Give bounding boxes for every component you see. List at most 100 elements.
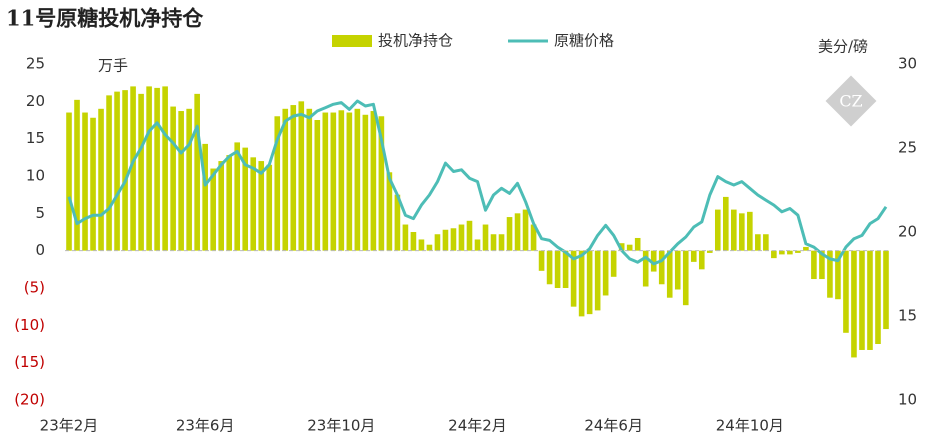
bar xyxy=(875,250,881,344)
bar xyxy=(674,250,681,290)
bar xyxy=(698,250,705,270)
y-tick-label: (5) xyxy=(24,279,45,297)
legend-swatch xyxy=(332,35,372,47)
bar xyxy=(282,108,289,251)
y-tick-label: 10 xyxy=(26,167,45,185)
bar xyxy=(210,168,216,251)
bar xyxy=(266,164,273,251)
bar xyxy=(194,93,200,251)
bar xyxy=(378,116,385,251)
bar xyxy=(562,250,569,288)
bar xyxy=(642,250,649,287)
bar xyxy=(546,250,553,285)
x-tick-label: 24年6月 xyxy=(584,417,643,435)
bar xyxy=(498,234,505,251)
bar xyxy=(98,108,104,251)
bar xyxy=(787,250,793,255)
y2-tick-label: 15 xyxy=(898,307,917,325)
bar xyxy=(474,239,481,251)
y2-tick-label: 20 xyxy=(898,223,917,241)
bar xyxy=(258,161,265,251)
bar xyxy=(362,114,369,251)
bar xyxy=(90,117,96,251)
bar xyxy=(138,93,144,251)
bar xyxy=(706,250,713,253)
bar xyxy=(170,106,176,251)
bar xyxy=(522,209,529,251)
bar xyxy=(666,250,673,298)
bar xyxy=(298,101,305,251)
y2-tick-label: 10 xyxy=(898,391,917,409)
bar xyxy=(426,244,433,251)
legend-label: 原糖价格 xyxy=(554,32,614,50)
bar xyxy=(458,224,465,251)
bar xyxy=(626,244,633,251)
logo: CZ xyxy=(825,75,877,127)
bar xyxy=(482,224,489,251)
bar xyxy=(330,112,337,251)
bar xyxy=(314,120,321,251)
bar xyxy=(386,172,393,251)
y-tick-label: 15 xyxy=(26,129,45,147)
bar xyxy=(82,112,88,251)
bar xyxy=(242,147,249,251)
bar xyxy=(586,250,593,315)
bar xyxy=(803,246,809,251)
bar xyxy=(763,234,769,251)
y-tick-label: 20 xyxy=(26,92,45,110)
bar xyxy=(883,250,889,330)
bar xyxy=(682,250,689,306)
bar xyxy=(442,229,449,251)
bar xyxy=(234,142,241,251)
bar xyxy=(338,110,345,251)
bar xyxy=(402,224,409,251)
bar xyxy=(322,112,329,251)
bar xyxy=(226,155,233,251)
y-tick-label: 25 xyxy=(26,55,45,73)
bar xyxy=(466,220,473,251)
y-tick-label: 5 xyxy=(35,204,45,222)
bar xyxy=(594,250,601,311)
bar xyxy=(731,209,737,251)
bar xyxy=(418,239,425,251)
bar xyxy=(346,112,353,251)
y-tick-label: (15) xyxy=(14,353,45,371)
logo-text: CZ xyxy=(839,92,862,111)
bar xyxy=(162,86,168,251)
bar xyxy=(434,234,441,251)
price-line xyxy=(67,99,888,266)
bar xyxy=(154,87,160,251)
bar xyxy=(610,250,617,277)
bar xyxy=(650,250,657,272)
bar xyxy=(178,111,184,251)
bar xyxy=(122,90,128,251)
bar xyxy=(146,86,152,251)
y-tick-label: (10) xyxy=(14,316,45,334)
bar xyxy=(690,250,697,262)
bar xyxy=(490,234,497,251)
bar xyxy=(835,250,841,300)
bar xyxy=(106,95,112,251)
bar xyxy=(739,213,745,251)
y-tick-label: 0 xyxy=(35,241,45,259)
bar xyxy=(795,250,801,253)
bar xyxy=(602,250,609,296)
bar xyxy=(618,243,625,251)
bar xyxy=(771,250,777,259)
y2-tick-label: 30 xyxy=(898,55,917,73)
bar xyxy=(130,86,136,251)
bar xyxy=(274,116,281,251)
bar xyxy=(114,91,120,251)
bar xyxy=(410,232,417,251)
bar xyxy=(851,250,857,358)
bar xyxy=(450,228,457,251)
y-tick-label: (20) xyxy=(14,391,45,409)
bar xyxy=(74,99,80,251)
chart-title: 11号原糖投机净持仓 xyxy=(6,6,204,31)
bar xyxy=(747,211,753,251)
bar xyxy=(394,194,401,251)
y2-unit: 美分/磅 xyxy=(818,38,868,56)
bar xyxy=(722,196,729,251)
bar xyxy=(554,250,561,288)
